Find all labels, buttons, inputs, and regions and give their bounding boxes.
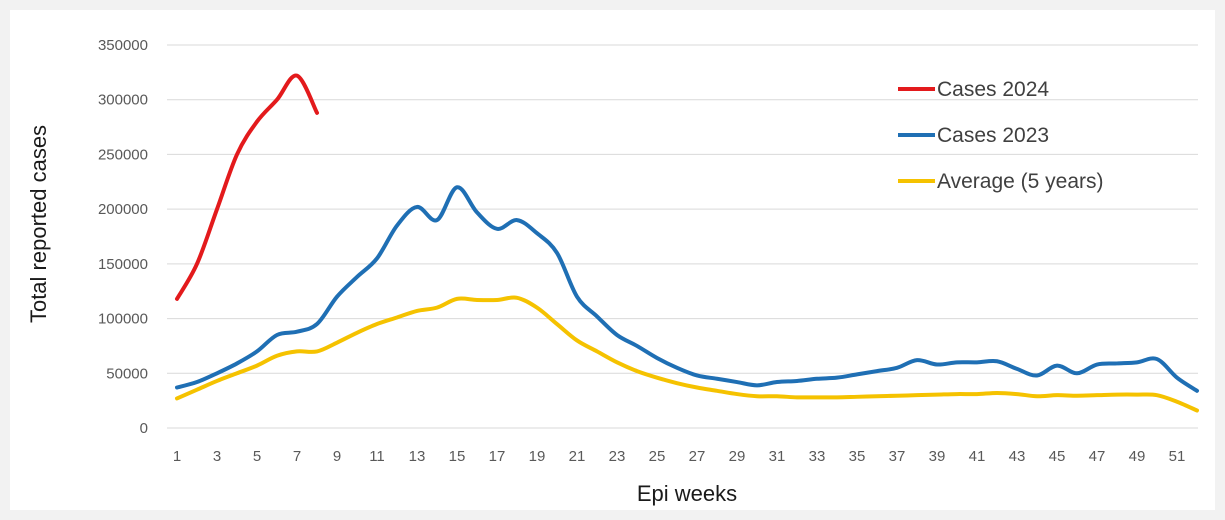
- x-tick-label: 17: [489, 448, 506, 465]
- y-axis-title: Total reported cases: [26, 125, 51, 323]
- x-tick-label: 31: [769, 448, 786, 465]
- y-tick-label: 200000: [98, 201, 148, 218]
- legend: Cases 2024 Cases 2023 Average (5 years): [898, 78, 1104, 193]
- x-tick-label: 3: [213, 448, 221, 465]
- legend-entry: Cases 2023: [937, 124, 1049, 147]
- x-tick-label: 15: [449, 448, 466, 465]
- x-tick-label: 29: [729, 448, 746, 465]
- x-tick-label: 45: [1049, 448, 1066, 465]
- y-tick-label: 250000: [98, 146, 148, 163]
- series-line-2: [175, 295, 1199, 413]
- y-tick-label: 150000: [98, 256, 148, 273]
- x-tick-label: 41: [969, 448, 986, 465]
- x-tick-label: 43: [1009, 448, 1026, 465]
- x-tick-label: 33: [809, 448, 826, 465]
- x-tick-label: 21: [569, 448, 586, 465]
- x-tick-label: 11: [369, 448, 385, 465]
- x-tick-label: 49: [1129, 448, 1146, 465]
- x-axis-title: Epi weeks: [637, 481, 737, 506]
- x-tick-labels: 1 3 5 7 9 11 13 15 17 19 21 23 25 27 29 31 33 35 37 39 41 43 4…: [173, 448, 1186, 465]
- line-chart: 0 50000 100000 150000 200000 250000 300000 3500…: [26, 37, 1199, 506]
- x-tick-label: 37: [889, 448, 906, 465]
- x-tick-label: 9: [333, 448, 341, 465]
- series-line-1: [175, 185, 1199, 393]
- chart-frame: 0 50000 100000 150000 200000 250000 300000 3500…: [10, 10, 1215, 510]
- series-lines: [175, 73, 1199, 413]
- x-tick-label: 13: [409, 448, 426, 465]
- x-tick-label: 23: [609, 448, 626, 465]
- gridlines: [167, 44, 1198, 429]
- y-tick-label: 50000: [106, 365, 148, 382]
- series-line-0: [175, 73, 319, 301]
- y-tick-label: 350000: [98, 37, 148, 54]
- x-tick-label: 47: [1089, 448, 1106, 465]
- y-tick-label: 300000: [98, 92, 148, 109]
- legend-entry: Cases 2024: [937, 78, 1049, 101]
- y-tick-labels: 0 50000 100000 150000 200000 250000 300000 3500…: [98, 37, 148, 437]
- x-tick-label: 25: [649, 448, 666, 465]
- y-tick-label: 0: [140, 420, 148, 437]
- x-tick-label: 1: [173, 448, 181, 465]
- x-tick-label: 7: [293, 448, 301, 465]
- y-tick-label: 100000: [98, 311, 148, 328]
- x-tick-label: 39: [929, 448, 946, 465]
- legend-entry: Average (5 years): [937, 170, 1104, 193]
- x-tick-label: 19: [529, 448, 546, 465]
- x-tick-label: 35: [849, 448, 866, 465]
- x-tick-label: 27: [689, 448, 706, 465]
- x-tick-label: 51: [1169, 448, 1186, 465]
- x-tick-label: 5: [253, 448, 261, 465]
